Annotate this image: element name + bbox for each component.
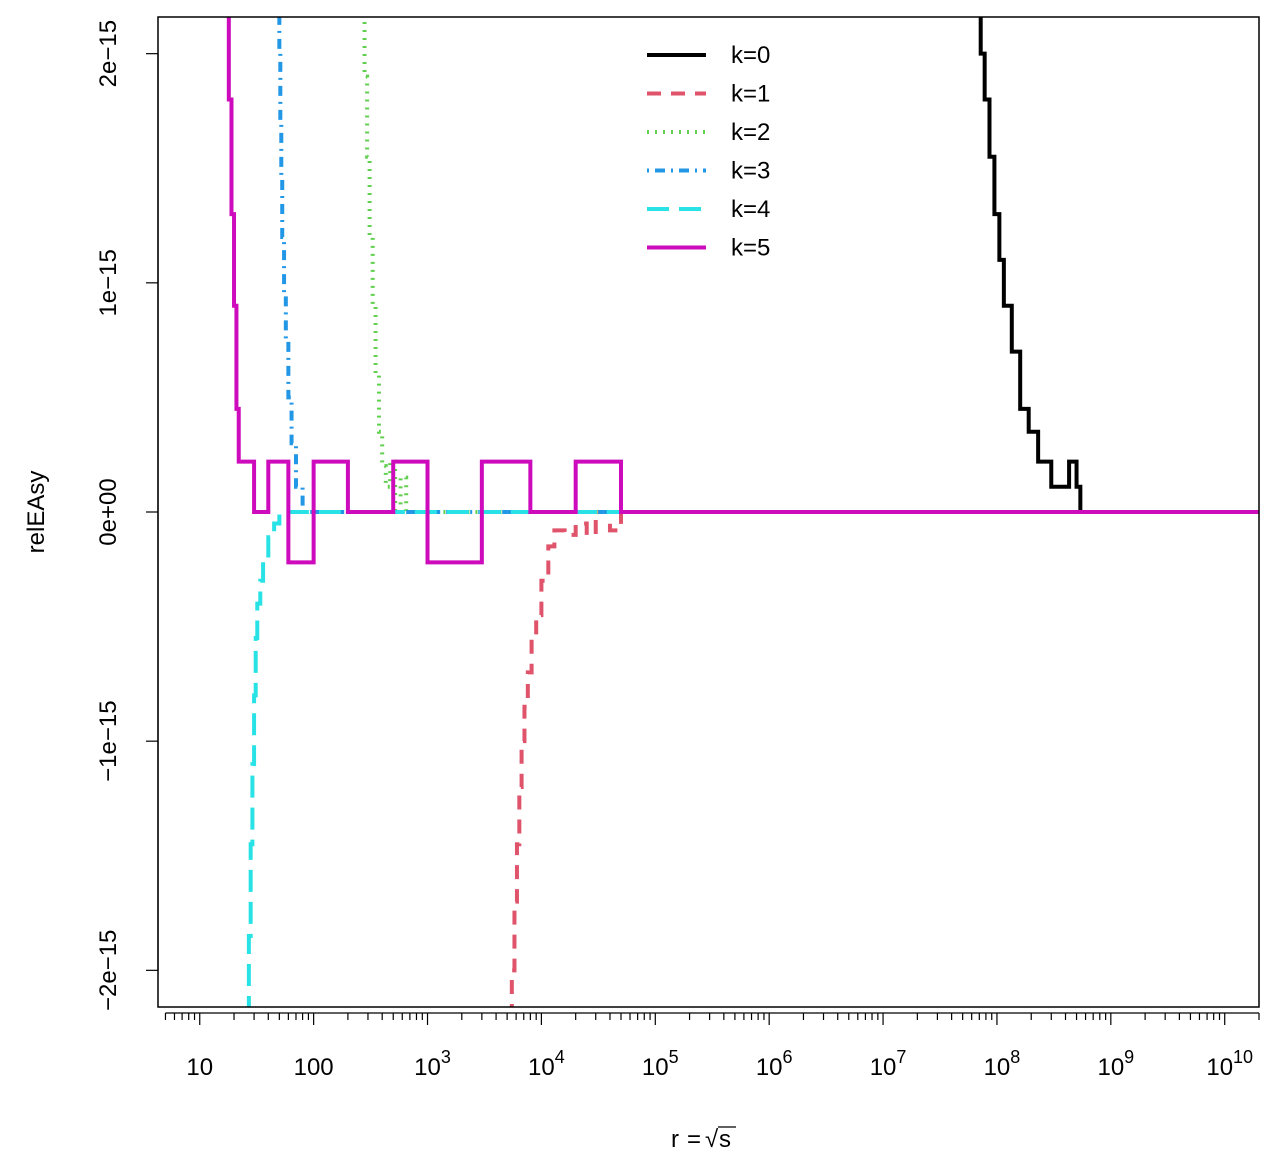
y-tick-label: 2e−15 (95, 20, 122, 87)
x-tick-label: 107 (870, 1047, 907, 1081)
x-tick-label: 104 (528, 1047, 565, 1081)
y-tick-label: −1e−15 (95, 700, 122, 781)
x-axis-label-lhs: r (671, 1126, 679, 1153)
x-axis: 10 100 103 104 105 106 107 108 109 1010 (164, 1012, 1260, 1081)
x-tick-label: 1010 (1206, 1047, 1253, 1081)
series-line-k4 (246, 510, 1259, 1007)
legend-label: k=3 (731, 158, 770, 185)
x-axis-label: r = √ s (671, 1126, 736, 1153)
x-tick-label: 100 (294, 1054, 334, 1081)
y-tick-label: 1e−15 (95, 249, 122, 316)
series-line-k2 (362, 17, 1259, 514)
y-axis-label: relEAsy (23, 471, 50, 554)
y-tick-label: −2e−15 (95, 930, 122, 1011)
series-line-k1 (509, 510, 1259, 1007)
legend-label: k=4 (731, 196, 770, 223)
x-tick-label: 106 (756, 1047, 793, 1081)
legend-label: k=1 (731, 81, 770, 108)
legend: k=0 k=1 k=2 k=3 k=4 k=5 (647, 42, 770, 262)
x-tick-label: 109 (1097, 1047, 1134, 1081)
plot-lines (226, 17, 1259, 1007)
x-axis-label-radical: √ (705, 1126, 719, 1153)
x-tick-label: 108 (984, 1047, 1021, 1081)
x-tick-label: 10 (186, 1054, 213, 1081)
series-line-k5 (226, 17, 1259, 565)
legend-label: k=2 (731, 119, 770, 146)
x-axis-label-radicand: s (719, 1126, 731, 1153)
legend-label: k=5 (731, 235, 770, 262)
legend-label: k=0 (731, 42, 770, 69)
y-tick-label: 0e+00 (95, 478, 122, 545)
x-axis-label-op: = (687, 1126, 701, 1153)
series-line-k0 (978, 17, 1259, 514)
x-tick-label: 103 (414, 1047, 451, 1081)
y-axis: −2e−15 −1e−15 0e+00 1e−15 2e−15 (95, 20, 159, 1011)
x-tick-label: 105 (642, 1047, 679, 1081)
